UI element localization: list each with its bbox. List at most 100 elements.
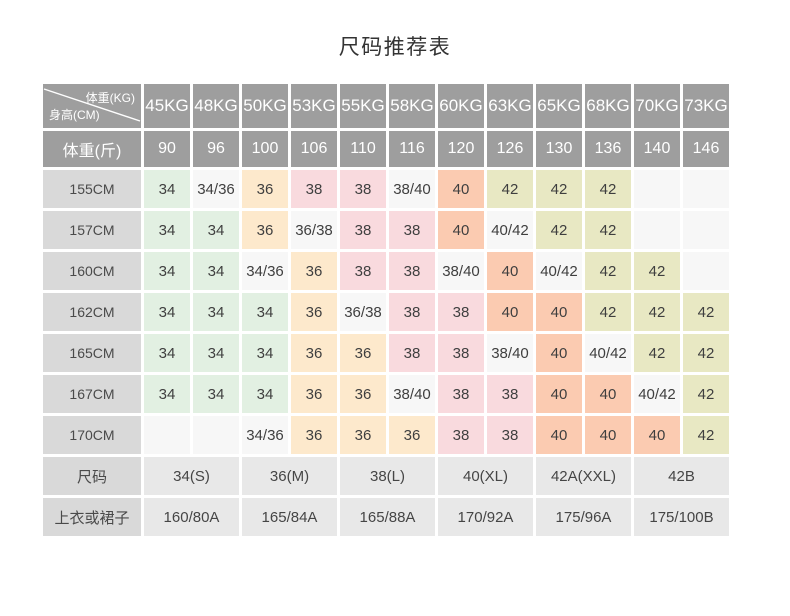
size-cell: 34 xyxy=(144,375,190,413)
size-cell xyxy=(634,170,680,208)
size-cell: 40/42 xyxy=(585,334,631,372)
size-cell: 36/38 xyxy=(340,293,386,331)
size-cell: 42 xyxy=(536,170,582,208)
size-cell: 36 xyxy=(291,334,337,372)
size-cell: 40/42 xyxy=(536,252,582,290)
size-cell: 38 xyxy=(438,293,484,331)
size-cell: 38 xyxy=(291,170,337,208)
size-cell: 38 xyxy=(438,375,484,413)
size-chart-table: 体重(KG) 身高(CM) 45KG 48KG 50KG 53KG 55KG 58KG 60KG… xyxy=(40,81,732,539)
size-cell: 34 xyxy=(193,211,239,249)
size-cell: 40 xyxy=(536,293,582,331)
size-cell: 34 xyxy=(242,334,288,372)
size-cell: 36 xyxy=(340,334,386,372)
jin-value-cell: 140 xyxy=(634,131,680,167)
size-cell: 36 xyxy=(291,293,337,331)
size-cell: 34 xyxy=(144,334,190,372)
corner-cell: 体重(KG) 身高(CM) xyxy=(43,84,141,128)
height-label: 155CM xyxy=(43,170,141,208)
size-code-cell: 42A(XXL) xyxy=(536,457,631,495)
size-cell xyxy=(193,416,239,454)
kg-header-cell: 63KG xyxy=(487,84,533,128)
weight-kg-header-row: 体重(KG) 身高(CM) 45KG 48KG 50KG 53KG 55KG 58KG 60KG… xyxy=(43,84,729,128)
size-cell: 34 xyxy=(193,293,239,331)
size-cell: 36 xyxy=(291,375,337,413)
kg-header-cell: 58KG xyxy=(389,84,435,128)
size-cell xyxy=(683,211,729,249)
garment-spec-cell: 170/92A xyxy=(438,498,533,536)
jin-value-cell: 96 xyxy=(193,131,239,167)
diagonal-divider-line xyxy=(43,88,141,122)
size-cell: 36 xyxy=(340,416,386,454)
size-cell: 38/40 xyxy=(389,170,435,208)
height-row-160cm: 160CM 34 34 34/36 36 38 38 38/40 40 40/42 42 42 xyxy=(43,252,729,290)
size-cell xyxy=(683,252,729,290)
size-cell: 42 xyxy=(585,211,631,249)
size-cell: 34 xyxy=(144,293,190,331)
height-row-155cm: 155CM 34 34/36 36 38 38 38/40 40 42 42 42 xyxy=(43,170,729,208)
size-cell: 38 xyxy=(340,252,386,290)
size-cell: 42 xyxy=(585,293,631,331)
kg-header-cell: 55KG xyxy=(340,84,386,128)
jin-value-cell: 110 xyxy=(340,131,386,167)
size-cell: 40 xyxy=(536,375,582,413)
weight-jin-row: 体重(斤) 90 96 100 106 110 116 120 126 130 136 140 146 xyxy=(43,131,729,167)
kg-header-cell: 68KG xyxy=(585,84,631,128)
size-cell: 34 xyxy=(193,375,239,413)
jin-value-cell: 136 xyxy=(585,131,631,167)
garment-spec-label: 上衣或裙子 xyxy=(43,498,141,536)
garment-spec-cell: 165/84A xyxy=(242,498,337,536)
jin-value-cell: 130 xyxy=(536,131,582,167)
jin-value-cell: 120 xyxy=(438,131,484,167)
size-cell: 38 xyxy=(438,416,484,454)
size-code-cell: 40(XL) xyxy=(438,457,533,495)
size-cell: 40 xyxy=(438,170,484,208)
kg-header-cell: 48KG xyxy=(193,84,239,128)
size-cell xyxy=(144,416,190,454)
size-cell: 36 xyxy=(291,252,337,290)
size-cell: 40 xyxy=(634,416,680,454)
size-cell: 42 xyxy=(536,211,582,249)
height-label: 167CM xyxy=(43,375,141,413)
size-cell: 34 xyxy=(242,375,288,413)
size-cell: 38 xyxy=(340,170,386,208)
jin-value-cell: 100 xyxy=(242,131,288,167)
size-cell: 38/40 xyxy=(487,334,533,372)
corner-height-label: 身高(CM) xyxy=(49,108,100,122)
size-cell: 40 xyxy=(487,293,533,331)
size-cell: 42 xyxy=(634,334,680,372)
size-cell: 40 xyxy=(536,334,582,372)
size-cell: 34 xyxy=(144,252,190,290)
size-cell: 42 xyxy=(683,416,729,454)
size-cell: 34 xyxy=(193,252,239,290)
height-label: 157CM xyxy=(43,211,141,249)
jin-value-cell: 106 xyxy=(291,131,337,167)
size-cell: 40 xyxy=(585,375,631,413)
weight-jin-label: 体重(斤) xyxy=(43,131,141,167)
size-cell: 42 xyxy=(585,252,631,290)
size-code-label: 尺码 xyxy=(43,457,141,495)
size-code-cell: 34(S) xyxy=(144,457,239,495)
size-cell: 38/40 xyxy=(389,375,435,413)
size-cell: 40/42 xyxy=(634,375,680,413)
jin-value-cell: 116 xyxy=(389,131,435,167)
size-cell: 38/40 xyxy=(438,252,484,290)
size-cell: 38 xyxy=(389,293,435,331)
size-cell: 42 xyxy=(634,293,680,331)
size-code-cell: 36(M) xyxy=(242,457,337,495)
size-cell: 38 xyxy=(389,211,435,249)
size-cell: 38 xyxy=(487,416,533,454)
size-cell: 40/42 xyxy=(487,211,533,249)
size-cell: 42 xyxy=(683,375,729,413)
height-row-162cm: 162CM 34 34 34 36 36/38 38 38 40 40 42 42 42 xyxy=(43,293,729,331)
jin-value-cell: 126 xyxy=(487,131,533,167)
size-code-row: 尺码 34(S) 36(M) 38(L) 40(XL) 42A(XXL) 42B xyxy=(43,457,729,495)
size-cell: 34/36 xyxy=(242,416,288,454)
height-row-157cm: 157CM 34 34 36 36/38 38 38 40 40/42 42 42 xyxy=(43,211,729,249)
height-label: 170CM xyxy=(43,416,141,454)
height-label: 160CM xyxy=(43,252,141,290)
height-row-170cm: 170CM 34/36 36 36 36 38 38 40 40 40 42 xyxy=(43,416,729,454)
size-cell: 36 xyxy=(242,170,288,208)
kg-header-cell: 60KG xyxy=(438,84,484,128)
size-code-cell: 38(L) xyxy=(340,457,435,495)
